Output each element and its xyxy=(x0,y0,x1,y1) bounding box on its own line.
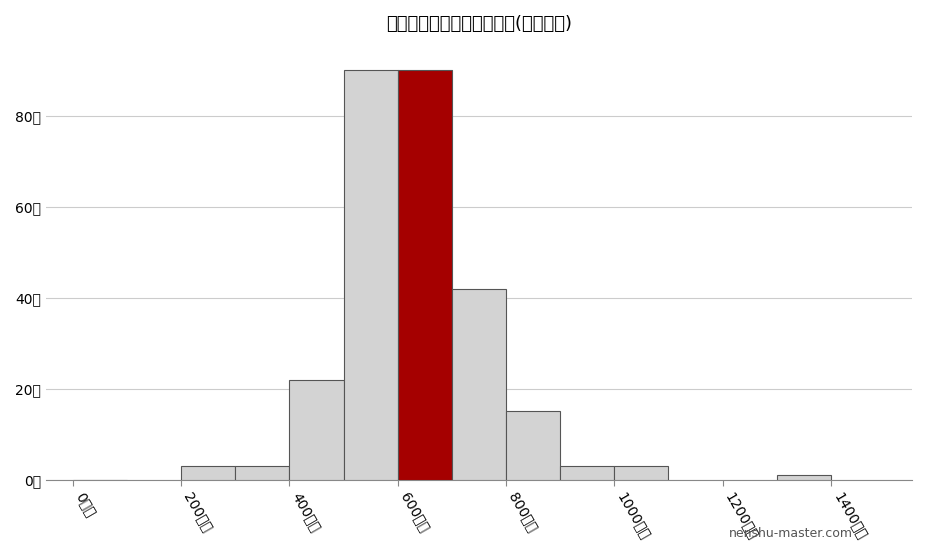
Bar xyxy=(560,466,615,480)
Bar xyxy=(615,466,668,480)
Bar xyxy=(777,475,831,480)
Bar xyxy=(451,289,506,480)
Bar xyxy=(398,70,451,480)
Bar xyxy=(289,379,344,480)
Bar xyxy=(181,466,235,480)
Bar xyxy=(235,466,289,480)
Bar xyxy=(506,412,560,480)
Bar xyxy=(344,70,398,480)
Title: 日立造船の年収ポジション(機械業内): 日立造船の年収ポジション(機械業内) xyxy=(386,15,572,33)
Text: nenshu-master.com: nenshu-master.com xyxy=(729,527,853,540)
